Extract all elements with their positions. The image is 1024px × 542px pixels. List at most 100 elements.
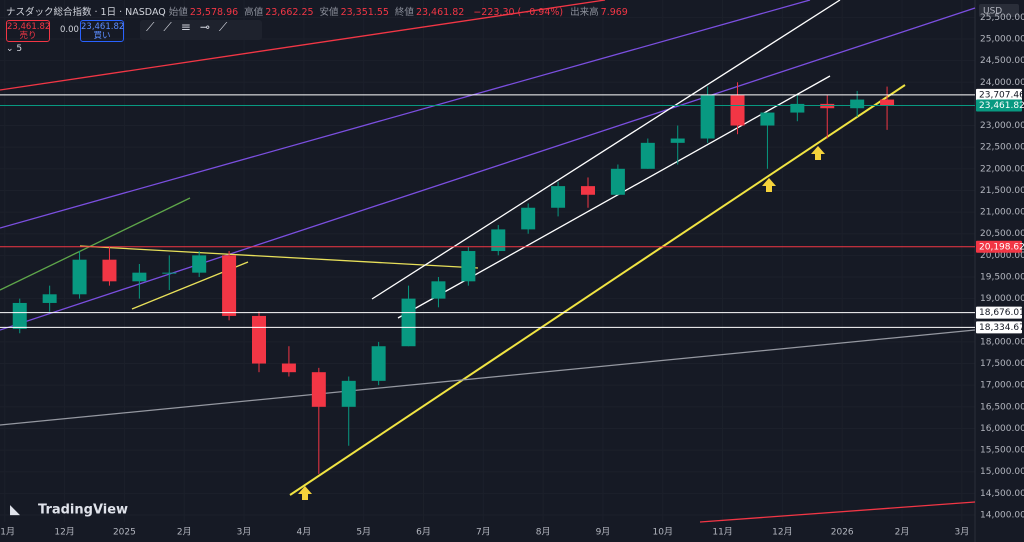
sell-label: 売り (19, 31, 37, 41)
y-tick-label: 20,000.00 (980, 251, 1024, 261)
candle-body (700, 95, 715, 139)
y-tick-label: 18,000.00 (980, 337, 1024, 347)
channel-line (371, 0, 841, 300)
price-tag (976, 306, 1022, 319)
drawings (0, 0, 976, 523)
candle-body (401, 298, 416, 347)
candle-body (102, 259, 117, 282)
buy-label: 買い (93, 31, 111, 41)
price-tag-label: 23,707.46 (979, 90, 1024, 100)
y-tick-label: 19,500.00 (980, 272, 1024, 282)
indicators-toggle[interactable]: ⌄ 5 (6, 44, 23, 54)
candle-body (72, 259, 87, 295)
trend-line (0, 7, 976, 331)
y-tick-label: 22,500.00 (980, 143, 1024, 153)
channel-line (397, 75, 831, 319)
price-tag (976, 99, 1022, 112)
candle-body (371, 346, 386, 381)
y-tick-label: 14,500.00 (980, 489, 1024, 499)
ohlc-value: 23,578.96 (189, 7, 239, 18)
drawing-toolbar[interactable]: ⟋⟋≡⊸⟋ (140, 20, 262, 40)
spread: 0.00 (60, 25, 79, 35)
x-tick-label: 3月 (954, 527, 969, 538)
price-tag-label: 18,676.01 (979, 308, 1024, 318)
brand-logo: ◣ (10, 503, 20, 518)
candle-body (252, 315, 267, 364)
y-tick-label: 25,500.00 (980, 13, 1024, 23)
ohlc-label: 終値 (394, 7, 414, 18)
trend-line (79, 245, 479, 269)
candle-body (341, 380, 356, 407)
time-axis-bg (0, 522, 1024, 542)
volume: 7.969 (600, 7, 628, 18)
trend-line (0, 329, 976, 426)
x-tick-label: 7月 (476, 527, 491, 538)
candle-body (42, 294, 57, 303)
sell-price: 23,461.82 (7, 22, 51, 32)
y-tick-label: 14,000.00 (980, 510, 1024, 520)
x-tick-label: 5月 (356, 527, 371, 538)
buy-button[interactable]: 23,461.82 買い (80, 20, 124, 42)
trend-line (0, 197, 191, 291)
y-tick-label: 19,000.00 (980, 294, 1024, 304)
price-tag (976, 240, 1022, 253)
price-tag (976, 321, 1022, 334)
x-tick-label: 12月 (772, 527, 792, 538)
y-tick-label: 16,500.00 (980, 402, 1024, 412)
price-tag (976, 88, 1022, 101)
candle-body (431, 281, 446, 299)
x-tick-label: 11月 (712, 527, 732, 538)
x-tick-label: 2月 (177, 527, 192, 538)
brand: TradingView (38, 503, 128, 518)
ohlc-value: 23,351.55 (340, 7, 389, 18)
symbol: ナスダック総合指数 · 1日 · NASDAQ (6, 7, 166, 18)
x-tick-label: 6月 (416, 527, 431, 538)
y-tick-label: 15,500.00 (980, 446, 1024, 456)
sell-button[interactable]: 23,461.82 売り (6, 20, 50, 42)
candle-body (670, 138, 685, 143)
candle-body (461, 251, 476, 282)
y-tick-label: 22,000.00 (980, 164, 1024, 174)
candle-body (610, 168, 625, 195)
ohlc-label: 始値 (168, 7, 188, 18)
ohlc-value: 23,662.25 (265, 7, 314, 18)
x-tick-label: 10月 (653, 527, 673, 538)
y-tick-label: 24,500.00 (980, 56, 1024, 66)
y-tick-label: 25,000.00 (980, 34, 1024, 44)
candle-body (491, 229, 506, 252)
buy-price: 23,461.82 (81, 22, 125, 32)
candle-body (880, 99, 895, 106)
candle-body (132, 272, 147, 282)
candle-body (551, 186, 566, 208)
ohlc: 始値 23,578.96 高値 23,662.25 安値 23,351.55 終値 23,46… (169, 7, 471, 18)
x-tick-label: 2025 (113, 528, 136, 538)
x-tick-label: 4月 (296, 527, 311, 538)
candle-body (730, 95, 745, 126)
trend-line (699, 501, 976, 523)
price-tag-label: 23,461.82 (979, 101, 1024, 111)
candle-body (640, 142, 655, 169)
candle-body (311, 372, 326, 407)
trend-line (0, 0, 606, 91)
trend-line (0, 0, 811, 229)
change: −223.30 (−0.94%) (473, 7, 564, 18)
x-tick-label: 2026 (831, 528, 854, 538)
up-arrow (811, 146, 825, 160)
ohlc-label: 安値 (319, 7, 339, 18)
y-tick-label: 21,000.00 (980, 208, 1024, 218)
currency-box[interactable] (979, 4, 1019, 17)
trend-line (289, 84, 906, 496)
ohlc-label: 高値 (244, 7, 264, 18)
arrows (298, 146, 825, 500)
y-tick-label: 15,000.00 (980, 467, 1024, 477)
up-arrow (762, 178, 776, 192)
x-tick-label: 8月 (536, 527, 551, 538)
x-tick-label: 9月 (596, 527, 611, 538)
price-tag-label: 18,334.67 (979, 323, 1024, 333)
y-tick-label: 17,000.00 (980, 381, 1024, 391)
up-arrow (298, 486, 312, 500)
candle-body (192, 255, 207, 273)
candle-body (790, 103, 805, 113)
